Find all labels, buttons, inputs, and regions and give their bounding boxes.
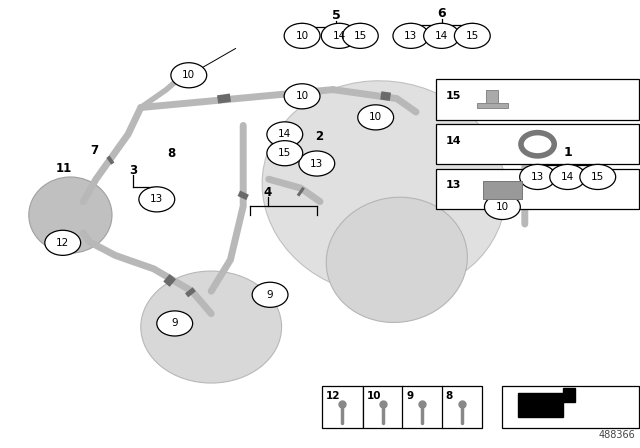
Text: 8: 8 bbox=[445, 391, 453, 401]
Bar bbox=[486, 90, 498, 105]
Ellipse shape bbox=[262, 81, 506, 296]
Bar bbox=[442, 386, 483, 428]
Circle shape bbox=[157, 311, 193, 336]
Text: 13: 13 bbox=[404, 31, 417, 41]
Circle shape bbox=[454, 23, 490, 48]
Text: 10: 10 bbox=[296, 31, 308, 41]
Ellipse shape bbox=[141, 271, 282, 383]
Text: 14: 14 bbox=[561, 172, 574, 182]
Circle shape bbox=[299, 151, 335, 176]
Bar bbox=[362, 386, 403, 428]
Text: 9: 9 bbox=[406, 391, 413, 401]
Circle shape bbox=[171, 63, 207, 88]
Text: 8: 8 bbox=[168, 146, 175, 160]
Text: 14: 14 bbox=[446, 136, 461, 146]
Text: 4: 4 bbox=[264, 186, 271, 199]
Circle shape bbox=[284, 23, 320, 48]
Circle shape bbox=[550, 164, 586, 190]
Text: 3: 3 bbox=[129, 164, 137, 177]
Text: 13: 13 bbox=[446, 181, 461, 190]
Text: 10: 10 bbox=[296, 91, 308, 101]
Circle shape bbox=[358, 105, 394, 130]
Text: 5: 5 bbox=[332, 9, 340, 22]
Text: 10: 10 bbox=[366, 391, 381, 401]
Text: 1: 1 bbox=[563, 146, 572, 159]
Bar bbox=[436, 169, 639, 209]
Circle shape bbox=[252, 282, 288, 307]
Circle shape bbox=[139, 187, 175, 212]
Polygon shape bbox=[518, 388, 575, 417]
Ellipse shape bbox=[326, 197, 467, 323]
Text: 14: 14 bbox=[435, 31, 448, 41]
Bar bbox=[323, 386, 362, 428]
Text: 9: 9 bbox=[267, 290, 273, 300]
Text: 6: 6 bbox=[437, 7, 446, 20]
Text: 10: 10 bbox=[496, 202, 509, 212]
Text: 488366: 488366 bbox=[599, 430, 636, 440]
Circle shape bbox=[484, 194, 520, 220]
Ellipse shape bbox=[29, 177, 112, 253]
Circle shape bbox=[424, 23, 460, 48]
Text: 12: 12 bbox=[326, 391, 340, 401]
Bar bbox=[436, 124, 639, 164]
Circle shape bbox=[267, 141, 303, 166]
Text: 14: 14 bbox=[278, 129, 291, 139]
Circle shape bbox=[527, 137, 548, 152]
Text: 15: 15 bbox=[278, 148, 291, 158]
Text: 14: 14 bbox=[333, 31, 346, 41]
Text: 15: 15 bbox=[591, 172, 604, 182]
Bar bbox=[477, 103, 508, 108]
Circle shape bbox=[393, 23, 429, 48]
Text: 11: 11 bbox=[56, 161, 72, 175]
Text: 10: 10 bbox=[369, 112, 382, 122]
Circle shape bbox=[520, 164, 556, 190]
Circle shape bbox=[267, 122, 303, 147]
Bar bbox=[436, 79, 639, 120]
Text: 15: 15 bbox=[354, 31, 367, 41]
Circle shape bbox=[284, 84, 320, 109]
Text: 13: 13 bbox=[310, 159, 323, 168]
Text: 2: 2 bbox=[315, 130, 323, 143]
Text: 15: 15 bbox=[466, 31, 479, 41]
Circle shape bbox=[321, 23, 357, 48]
Text: 10: 10 bbox=[182, 70, 195, 80]
Text: 13: 13 bbox=[150, 194, 163, 204]
Bar bbox=[403, 386, 443, 428]
Text: 15: 15 bbox=[446, 91, 461, 101]
Text: 13: 13 bbox=[531, 172, 544, 182]
Text: 9: 9 bbox=[172, 319, 178, 328]
Text: 7: 7 bbox=[91, 143, 99, 157]
Bar bbox=[483, 181, 522, 199]
Circle shape bbox=[342, 23, 378, 48]
Circle shape bbox=[45, 230, 81, 255]
Bar bbox=[502, 386, 639, 428]
Text: 12: 12 bbox=[56, 238, 69, 248]
Circle shape bbox=[580, 164, 616, 190]
